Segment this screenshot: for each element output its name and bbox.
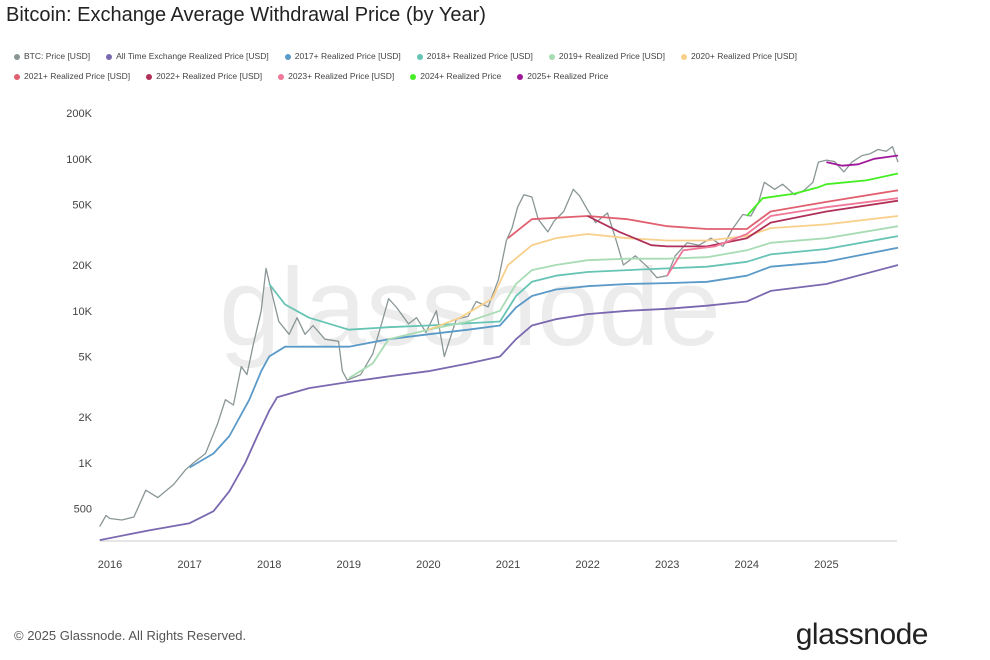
series-line-8 <box>666 197 899 277</box>
legend-label: 2023+ Realized Price [USD] <box>288 71 395 81</box>
legend-item[interactable]: All Time Exchange Realized Price [USD] <box>106 46 269 66</box>
legend-dot-icon <box>416 53 423 60</box>
legend-label: 2024+ Realized Price <box>420 71 502 81</box>
x-tick-label: 2016 <box>98 559 122 571</box>
legend-item[interactable]: 2025+ Realized Price <box>517 66 608 86</box>
copyright: © 2025 Glassnode. All Rights Reserved. <box>14 628 247 643</box>
legend-dot-icon <box>278 73 285 80</box>
legend-label: 2021+ Realized Price [USD] <box>24 71 131 81</box>
x-tick-label: 2020 <box>416 559 440 571</box>
y-tick-label: 20K <box>72 260 92 272</box>
series-line-4 <box>348 225 899 379</box>
legend-dot-icon <box>680 53 687 60</box>
legend-item[interactable]: 2021+ Realized Price [USD] <box>14 66 130 86</box>
series-line-0 <box>99 146 899 527</box>
brand-logo: glassnode <box>795 618 929 651</box>
y-tick-label: 50K <box>72 200 92 212</box>
legend-item[interactable]: 2024+ Realized Price <box>410 66 501 86</box>
legend-label: 2019+ Realized Price [USD] <box>558 51 665 61</box>
legend-dot-icon <box>14 73 20 80</box>
legend-dot-icon <box>517 73 524 80</box>
series-line-7 <box>587 199 899 248</box>
y-tick-label: 5K <box>79 352 93 364</box>
legend-dot-icon <box>284 53 291 60</box>
chart-title: Bitcoin: Exchange Average Withdrawal Pri… <box>6 4 486 26</box>
y-tick-label: 1K <box>79 458 93 470</box>
legend-label: 2025+ Realized Price <box>527 71 609 81</box>
series-line-3 <box>268 235 899 331</box>
series-line-5 <box>428 215 899 331</box>
y-tick-label: 500 <box>74 504 92 516</box>
x-tick-label: 2023 <box>655 559 679 571</box>
x-tick-label: 2025 <box>814 559 838 571</box>
legend-item[interactable]: 2017+ Realized Price [USD] <box>284 46 401 66</box>
legend-dot-icon <box>106 53 113 60</box>
legend-label: 2017+ Realized Price [USD] <box>294 51 401 61</box>
series-line-9 <box>746 172 899 217</box>
x-tick-label: 2017 <box>177 559 201 571</box>
legend-label: BTC: Price [USD] <box>24 51 91 61</box>
watermark: glassnode <box>219 246 721 369</box>
legend: BTC: Price [USD] All Time Exchange Realiz… <box>14 46 914 86</box>
legend-dot-icon <box>146 73 153 80</box>
legend-dot-icon <box>410 73 417 80</box>
legend-item[interactable]: 2023+ Realized Price [USD] <box>278 66 394 86</box>
y-tick-label: 10K <box>72 306 92 318</box>
legend-label: 2020+ Realized Price [USD] <box>690 51 798 61</box>
x-tick-label: 2018 <box>257 559 281 571</box>
y-tick-label: 200K <box>66 108 92 120</box>
x-tick-label: 2021 <box>496 559 520 571</box>
legend-label: 2022+ Realized Price [USD] <box>156 71 263 81</box>
legend-dot-icon <box>548 53 555 60</box>
legend-dot-icon <box>14 53 20 60</box>
legend-item[interactable]: 2020+ Realized Price [USD] <box>680 46 798 66</box>
y-tick-label: 100K <box>66 154 92 166</box>
legend-label: All Time Exchange Realized Price [USD] <box>116 51 269 61</box>
series-line-2 <box>189 246 899 469</box>
legend-item[interactable]: 2018+ Realized Price [USD] <box>416 46 533 66</box>
x-tick-label: 2024 <box>735 559 759 571</box>
legend-label: 2018+ Realized Price [USD] <box>426 51 533 61</box>
legend-item[interactable]: 2022+ Realized Price [USD] <box>146 66 262 86</box>
legend-item[interactable]: BTC: Price [USD] <box>14 46 90 66</box>
x-tick-label: 2022 <box>575 559 599 571</box>
series-line-6 <box>507 189 899 239</box>
x-tick-label: 2019 <box>337 559 361 571</box>
y-tick-label: 2K <box>79 412 93 424</box>
series-line-10 <box>826 154 899 167</box>
series-line-1 <box>99 264 899 541</box>
legend-item[interactable]: 2019+ Realized Price [USD] <box>548 46 665 66</box>
